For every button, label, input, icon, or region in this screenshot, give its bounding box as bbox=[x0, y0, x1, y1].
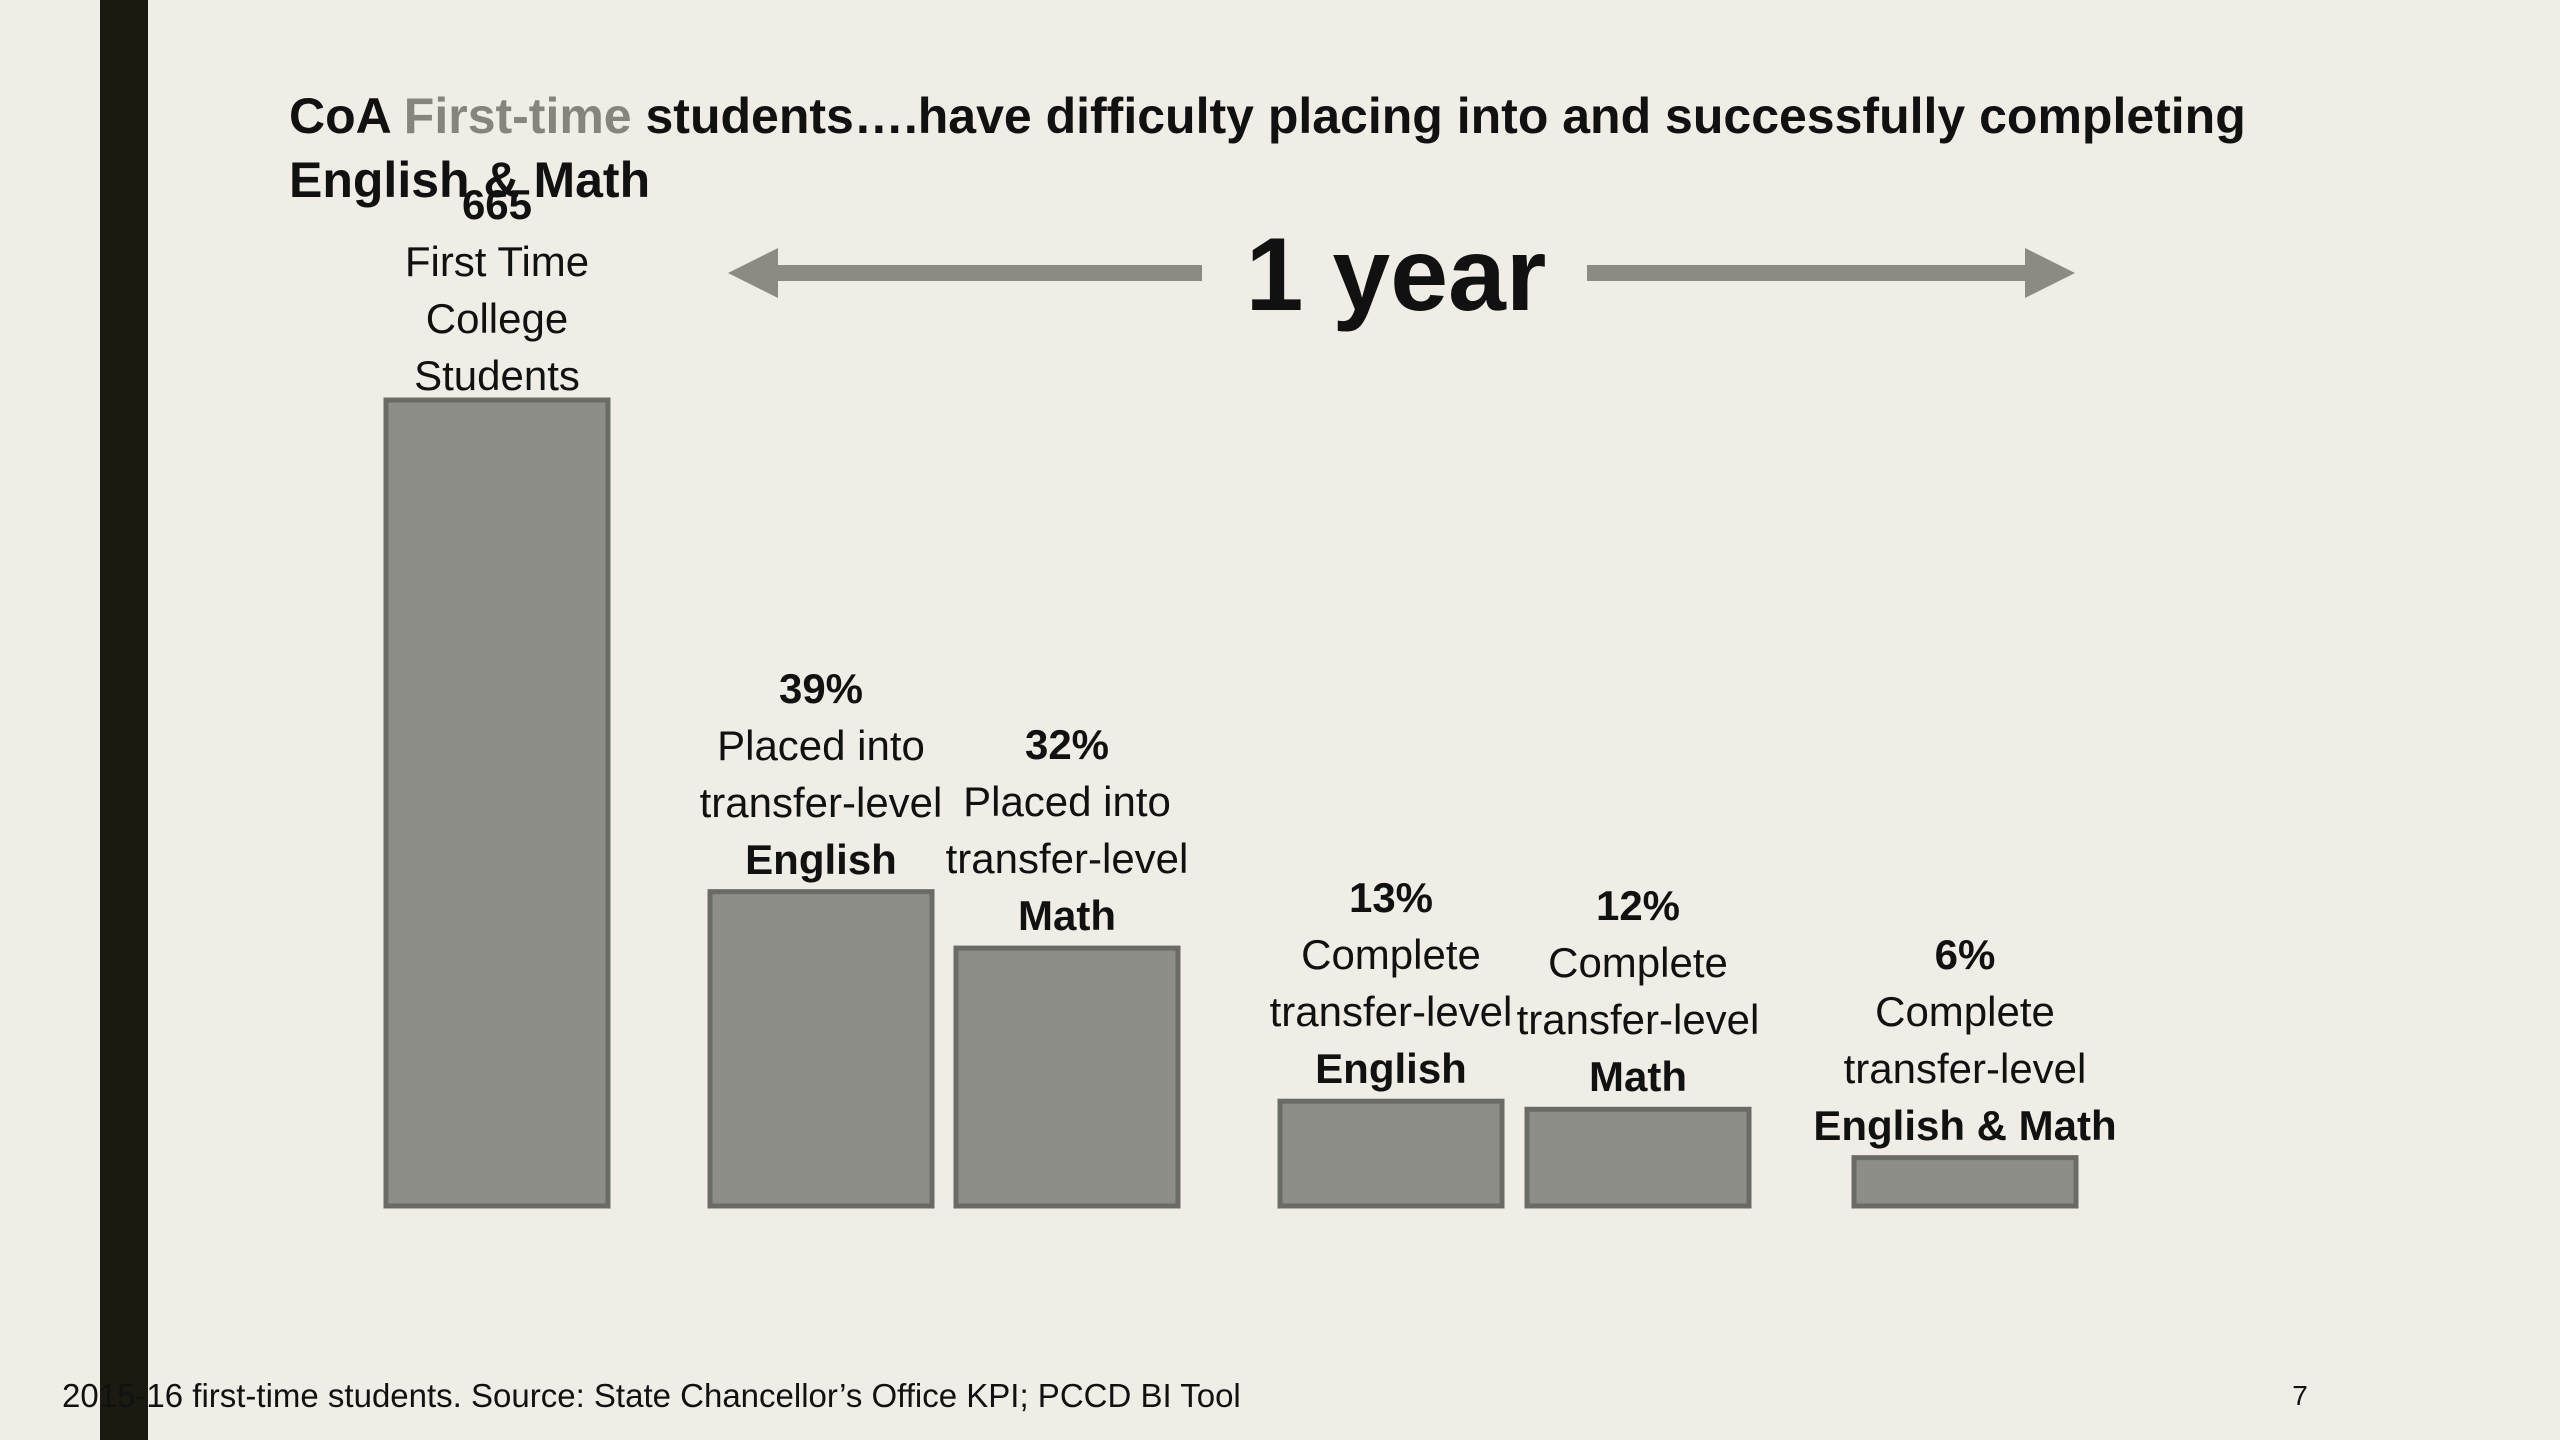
bar-description-line: transfer-level bbox=[699, 778, 943, 826]
bar-label-5: 12% Complete transfer-level Math bbox=[1478, 877, 1798, 1105]
bar-description-line: Students bbox=[414, 352, 580, 399]
bar-subject-label: Math bbox=[1589, 1053, 1687, 1101]
slide-title: CoA First-time students….have difficulty… bbox=[289, 84, 2439, 212]
source-footnote: 2015-16 first-time students. Source: Sta… bbox=[62, 1377, 1241, 1414]
bar-description-line: First Time bbox=[404, 238, 590, 285]
bar-description-line: College bbox=[425, 295, 569, 342]
bar-value-label: 13% bbox=[1348, 874, 1434, 922]
bar-description-line: Placed into bbox=[717, 721, 925, 769]
bar-label-3: 32% Placed into transfer-level Math bbox=[907, 716, 1227, 944]
bar-value-label: 32% bbox=[1024, 721, 1110, 769]
bar-description-line: transfer-level bbox=[1843, 1044, 2087, 1092]
bar-subject-label: Math bbox=[1018, 892, 1116, 940]
bar-1 bbox=[383, 397, 611, 1209]
arrow-left-icon bbox=[728, 248, 1202, 298]
bar-label-6: 6% Complete transfer-level English & Math bbox=[1805, 926, 2125, 1154]
bar-subject-label: English & Math bbox=[1813, 1101, 2117, 1149]
page-number: 7 bbox=[2292, 1380, 2308, 1411]
bar-label-1: 665 First Time College Students bbox=[337, 176, 657, 404]
title-part-1: CoA bbox=[289, 88, 404, 144]
bar-description-line: transfer-level bbox=[1269, 988, 1513, 1036]
bar-label-2: 39% Placed into transfer-level English bbox=[661, 660, 981, 888]
bar-6 bbox=[1851, 1155, 2079, 1209]
bar-subject-label: English bbox=[745, 835, 897, 883]
left-vertical-rule bbox=[100, 0, 148, 1440]
bar-value-label: 39% bbox=[778, 664, 864, 712]
bar-4 bbox=[1277, 1098, 1505, 1209]
bar-subject-label: English bbox=[1315, 1045, 1467, 1093]
arrow-right-icon bbox=[1587, 248, 2075, 298]
bar-description-line: Placed into bbox=[963, 778, 1171, 826]
bar-description-line: Complete bbox=[1875, 987, 2055, 1035]
bar-description-line: Complete bbox=[1301, 931, 1481, 979]
bar-5 bbox=[1524, 1106, 1752, 1209]
bar-value-label: 12% bbox=[1595, 882, 1681, 930]
title-accent-first-time: First-time bbox=[403, 88, 632, 144]
bar-description-line: transfer-level bbox=[1516, 996, 1760, 1044]
bar-label-4: 13% Complete transfer-level English bbox=[1231, 869, 1551, 1097]
timespan-label: 1 year bbox=[1245, 217, 1547, 333]
title-part-2: students….have difficulty placing into a… bbox=[289, 88, 2246, 208]
bar-description-line: transfer-level bbox=[945, 835, 1189, 883]
bar-3 bbox=[953, 945, 1181, 1209]
bars-group bbox=[383, 397, 2079, 1209]
bar-description-line: Complete bbox=[1548, 939, 1728, 987]
bar-2 bbox=[707, 889, 935, 1209]
bar-value-label: 6% bbox=[1934, 930, 1996, 978]
bar-value-label: 665 bbox=[461, 181, 533, 228]
